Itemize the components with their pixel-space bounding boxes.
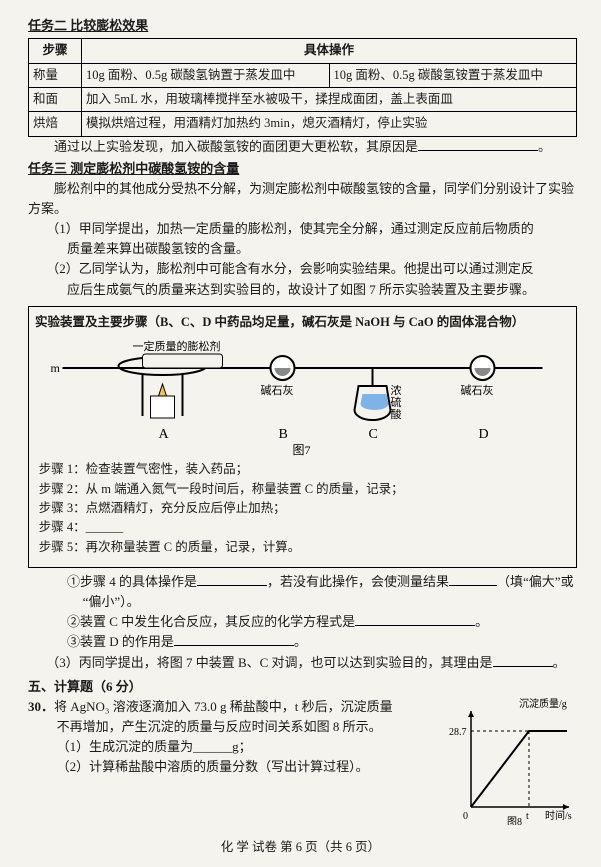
item3: （3）丙同学提出，将图 7 中装置 B、C 对调，也可以达到实验目的，其理由是 。	[46, 653, 577, 673]
r1c3: 10g 面粉、0.5g 碳酸氢铵置于蒸发皿中	[329, 63, 577, 87]
task3-item1b: 质量差来算出碳酸氢铵的含量。	[67, 239, 577, 259]
r1c2: 10g 面粉、0.5g 碳酸氢钠置于蒸发皿中	[82, 63, 330, 87]
svg-text:酸: 酸	[391, 407, 402, 421]
svg-text:C: C	[369, 427, 378, 442]
q3: ③装置 D 的作用是 。	[67, 632, 577, 652]
q2a: ②装置 C 中发生化合反应，其反应的化学方程式是	[67, 614, 355, 629]
item3a: （3）丙同学提出，将图 7 中装置 B、C 对调，也可以达到实验目的，其理由是	[46, 655, 492, 670]
q2b: 。	[475, 614, 488, 629]
q3b: 。	[294, 634, 307, 649]
page-footer: 化 学 试卷 第 6 页（共 6 页）	[0, 838, 601, 857]
blank-item3	[493, 666, 553, 667]
svg-text:B: B	[279, 427, 288, 442]
task3-item2a: （2）乙同学认为，膨松剂中可能含有水分，会影响实验结果。他提出可以通过测定反	[46, 259, 577, 279]
q1c: （填“偏大”或	[497, 574, 574, 589]
th-op: 具体操作	[82, 39, 577, 63]
step5: 步骤 5：再次称量装置 C 的质量，记录，计算。	[39, 538, 570, 557]
q30: 沉淀质量/g 28.7 0 t 时间/s 图8 30．将 AgNO₃ 溶液逐滴加…	[28, 697, 577, 829]
task2-conclusion: 通过以上实验发现，加入碳酸氢铵的面团更大更松软，其原因是 。	[28, 137, 577, 157]
task2-title: 任务二 比较膨松效果	[28, 16, 577, 36]
th-step: 步骤	[29, 39, 82, 63]
r1c1: 称量	[29, 63, 82, 87]
section5-title: 五、计算题（6 分）	[28, 677, 577, 697]
blank-q2	[355, 625, 475, 626]
step4: 步骤 4：______	[39, 518, 570, 537]
step3: 步骤 3：点燃酒精灯，充分反应后停止加热；	[39, 499, 570, 518]
svg-text:m: m	[51, 361, 61, 375]
task2-table: 步骤 具体操作 称量 10g 面粉、0.5g 碳酸氢钠置于蒸发皿中 10g 面粉…	[28, 38, 577, 137]
svg-text:图7: 图7	[293, 443, 311, 457]
blank-reason	[418, 150, 538, 151]
task3-title: 任务三 测定膨松剂中碳酸氢铵的含量	[28, 159, 577, 179]
apparatus-box: 实验装置及主要步骤（B、C、D 中药品均足量，碱石灰是 NaOH 与 CaO 的…	[28, 306, 577, 568]
r2c1: 和面	[29, 87, 82, 111]
blank-q3	[174, 645, 294, 646]
q1: ①步骤 4 的具体操作是 ，若没有此操作，会使测量结果 （填“偏大”或	[67, 572, 577, 592]
q2: ②装置 C 中发生化合反应，其反应的化学方程式是 。	[67, 612, 577, 632]
svg-text:碱石灰: 碱石灰	[261, 383, 294, 397]
q1a: ①步骤 4 的具体操作是	[67, 574, 197, 589]
r3c1: 烘焙	[29, 112, 82, 136]
step2: 步骤 2：从 m 端通入氮气一段时间后，称量装置 C 的质量，记录；	[39, 480, 570, 499]
diagram: m 一定质量的膨松剂 碱石灰 浓 硫 酸	[39, 338, 566, 458]
blank-q1a	[197, 585, 267, 586]
svg-text:t: t	[526, 811, 529, 822]
svg-text:一定质量的膨松剂: 一定质量的膨松剂	[133, 339, 221, 353]
q30-a: 将 AgNO₃ 溶液逐滴加入 73.0 g 稀盐酸中，t 秒后，沉淀质量	[54, 699, 393, 714]
q1b: ，若没有此操作，会使测量结果	[267, 574, 449, 589]
chart: 沉淀质量/g 28.7 0 t 时间/s 图8	[449, 697, 577, 825]
q30-num: 30．	[28, 699, 54, 714]
task3-intro: 膨松剂中的其他成分受热不分解，为测定膨松剂中碳酸氢铵的含量，同学们分别设计了实验…	[28, 179, 577, 219]
q3a: ③装置 D 的作用是	[67, 634, 174, 649]
svg-text:图8: 图8	[507, 816, 522, 825]
svg-text:D: D	[479, 427, 489, 442]
box-title: 实验装置及主要步骤（B、C、D 中药品均足量，碱石灰是 NaOH 与 CaO 的…	[35, 313, 570, 332]
r2c2: 加入 5mL 水，用玻璃棒搅拌至水被吸干，揉捏成面团，盖上表面皿	[82, 87, 577, 111]
svg-text:沉淀质量/g: 沉淀质量/g	[519, 697, 567, 710]
conc-punc: 。	[538, 139, 551, 154]
item3b: 。	[553, 655, 566, 670]
conc-text: 通过以上实验发现，加入碳酸氢铵的面团更大更松软，其原因是	[54, 139, 418, 154]
svg-text:28.7: 28.7	[449, 727, 467, 738]
svg-text:A: A	[159, 427, 170, 442]
svg-text:硫: 硫	[391, 395, 402, 409]
step1: 步骤 1：检查装置气密性，装入药品；	[39, 460, 570, 479]
blank-q1b	[449, 585, 497, 586]
svg-text:浓: 浓	[391, 384, 402, 397]
svg-text:碱石灰: 碱石灰	[461, 383, 494, 397]
q1d: “偏小”）。	[83, 592, 577, 612]
r3c2: 模拟烘焙过程，用酒精灯加热约 3min，熄灭酒精灯，停止实验	[82, 112, 577, 136]
svg-text:时间/s: 时间/s	[545, 809, 572, 822]
task3-item1a: （1）甲同学提出，加热一定质量的膨松剂，使其完全分解，通过测定反应前后物质的	[46, 219, 577, 239]
task3-item2b: 应后生成氨气的质量来达到实验目的，故设计了如图 7 所示实验装置及主要步骤。	[67, 280, 577, 300]
svg-text:0: 0	[463, 811, 468, 822]
